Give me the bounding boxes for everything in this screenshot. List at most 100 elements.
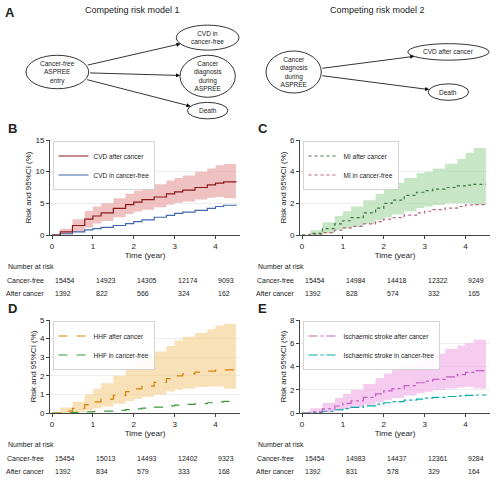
svg-text:Cancer-free: Cancer-free: [257, 277, 294, 284]
svg-text:2: 2: [382, 242, 387, 251]
svg-text:9093: 9093: [218, 277, 234, 284]
svg-text:HHF in cancer-free: HHF in cancer-free: [94, 352, 149, 359]
svg-text:CancerdiagnosisduringASPREE: CancerdiagnosisduringASPREE: [280, 56, 308, 88]
svg-text:Cancer-free: Cancer-free: [7, 277, 44, 284]
svg-text:CVD in cancer-free: CVD in cancer-free: [94, 172, 150, 179]
svg-text:9284: 9284: [468, 455, 484, 462]
svg-text:14923: 14923: [96, 277, 116, 284]
svg-text:15013: 15013: [96, 455, 116, 462]
svg-text:3: 3: [172, 242, 177, 251]
svg-text:Time (year): Time (year): [125, 429, 166, 438]
svg-text:834: 834: [96, 468, 108, 475]
svg-text:Cancer-free: Cancer-free: [257, 455, 294, 462]
svg-text:9323: 9323: [218, 455, 234, 462]
svg-text:1392: 1392: [305, 468, 321, 475]
svg-text:MI in cancer-free: MI in cancer-free: [344, 172, 393, 179]
svg-text:Number at risk: Number at risk: [8, 441, 54, 448]
svg-text:A: A: [5, 5, 15, 20]
svg-text:14493: 14493: [137, 455, 157, 462]
svg-text:Death: Death: [199, 107, 217, 114]
svg-text:165: 165: [468, 290, 480, 297]
svg-text:578: 578: [387, 468, 399, 475]
svg-text:Ischaemic stroke in cancer-fre: Ischaemic stroke in cancer-free: [344, 352, 435, 359]
svg-text:1392: 1392: [305, 290, 321, 297]
svg-text:574: 574: [387, 290, 399, 297]
svg-text:Competing risk model 2: Competing risk model 2: [330, 5, 425, 15]
svg-text:1: 1: [40, 390, 45, 399]
svg-text:0: 0: [290, 409, 295, 418]
svg-text:566: 566: [137, 290, 149, 297]
svg-text:Ischaemic stroke after cancer: Ischaemic stroke after cancer: [344, 333, 430, 340]
svg-text:15454: 15454: [305, 277, 325, 284]
svg-text:After cancer: After cancer: [256, 468, 294, 475]
svg-text:Cancer-freeASPREEentry: Cancer-freeASPREEentry: [40, 60, 75, 85]
svg-text:579: 579: [137, 468, 149, 475]
svg-text:CancerdiagnosisduringASPREE: CancerdiagnosisduringASPREE: [194, 60, 222, 92]
svg-text:332: 332: [428, 290, 440, 297]
svg-text:15454: 15454: [55, 277, 75, 284]
svg-text:14984: 14984: [346, 277, 366, 284]
svg-text:Number at risk: Number at risk: [8, 263, 54, 270]
svg-text:0: 0: [50, 420, 55, 429]
svg-text:2: 2: [132, 420, 137, 429]
svg-text:Time (year): Time (year): [375, 251, 416, 260]
svg-text:324: 324: [178, 290, 190, 297]
svg-text:0: 0: [50, 242, 55, 251]
svg-text:Time (year): Time (year): [125, 251, 166, 260]
svg-text:CVD after cancer: CVD after cancer: [94, 153, 145, 160]
svg-text:0: 0: [40, 409, 45, 418]
svg-text:15: 15: [35, 136, 44, 145]
svg-text:B: B: [8, 121, 17, 136]
svg-text:6: 6: [290, 339, 295, 348]
svg-text:Risk and 95%CI (%): Risk and 95%CI (%): [279, 151, 288, 223]
svg-text:0: 0: [40, 231, 45, 240]
svg-text:2: 2: [290, 386, 295, 395]
svg-text:14418: 14418: [387, 277, 407, 284]
svg-text:162: 162: [218, 290, 230, 297]
svg-text:3: 3: [422, 420, 427, 429]
svg-text:1: 1: [91, 242, 96, 251]
svg-text:CVD incancer-free: CVD incancer-free: [191, 30, 224, 45]
svg-text:CVD after cancer: CVD after cancer: [423, 48, 474, 55]
svg-text:14983: 14983: [346, 455, 366, 462]
svg-text:822: 822: [96, 290, 108, 297]
svg-text:Time (year): Time (year): [375, 429, 416, 438]
svg-text:168: 168: [218, 468, 230, 475]
svg-text:Risk and 95%CI (%): Risk and 95%CI (%): [29, 330, 38, 402]
svg-text:1392: 1392: [55, 468, 71, 475]
svg-text:Number at risk: Number at risk: [258, 263, 304, 270]
svg-text:After cancer: After cancer: [256, 290, 294, 297]
svg-text:Death: Death: [439, 89, 457, 96]
svg-text:Number at risk: Number at risk: [258, 441, 304, 448]
svg-text:5: 5: [40, 316, 45, 325]
svg-text:0: 0: [290, 231, 295, 240]
svg-text:3: 3: [40, 353, 45, 362]
svg-text:4: 4: [463, 242, 468, 251]
svg-text:4: 4: [213, 420, 218, 429]
svg-text:9249: 9249: [468, 277, 484, 284]
svg-text:3: 3: [172, 420, 177, 429]
svg-text:Risk and 95%CI (%): Risk and 95%CI (%): [279, 330, 288, 402]
svg-text:Cancer-free: Cancer-free: [7, 455, 44, 462]
svg-text:12361: 12361: [428, 455, 448, 462]
svg-text:333: 333: [178, 468, 190, 475]
svg-text:4: 4: [40, 334, 45, 343]
svg-text:6: 6: [290, 136, 295, 145]
svg-text:2: 2: [290, 199, 295, 208]
svg-text:0: 0: [300, 420, 305, 429]
svg-text:828: 828: [346, 290, 358, 297]
svg-text:3: 3: [422, 242, 427, 251]
svg-text:Competing risk model 1: Competing risk model 1: [85, 5, 180, 15]
svg-text:12322: 12322: [428, 277, 448, 284]
svg-text:10: 10: [35, 167, 44, 176]
svg-text:After cancer: After cancer: [6, 290, 44, 297]
svg-text:After cancer: After cancer: [6, 468, 44, 475]
svg-text:0: 0: [300, 242, 305, 251]
svg-text:4: 4: [290, 362, 295, 371]
svg-text:15454: 15454: [55, 455, 75, 462]
svg-text:15454: 15454: [305, 455, 325, 462]
svg-text:5: 5: [40, 199, 45, 208]
svg-text:D: D: [8, 301, 17, 316]
svg-text:C: C: [258, 121, 268, 136]
svg-text:1: 1: [341, 242, 346, 251]
